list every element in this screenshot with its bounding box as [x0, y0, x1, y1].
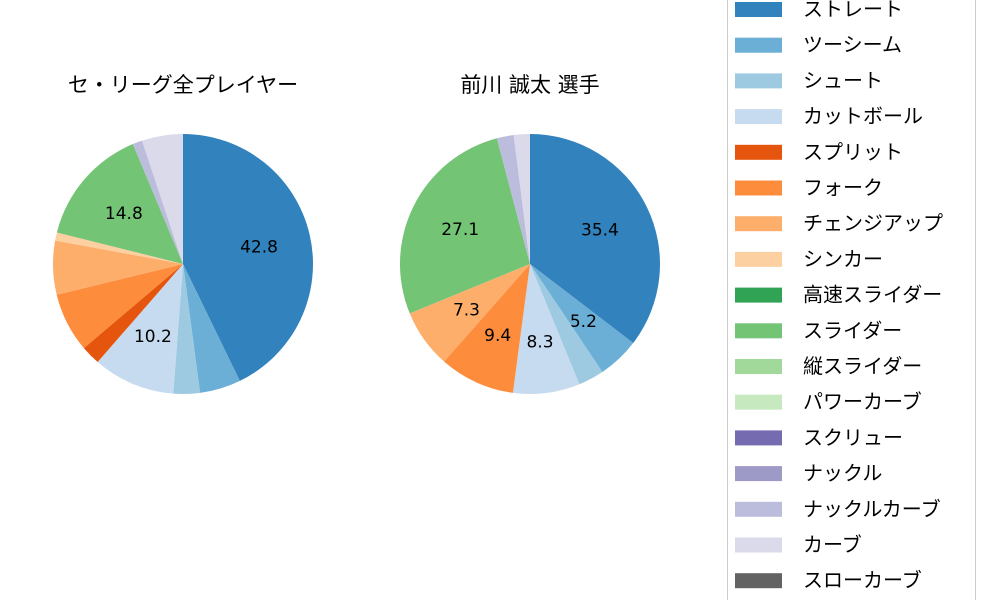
pie-title-1: 前川 誠太 選手 [460, 73, 599, 97]
legend-swatch [735, 466, 782, 482]
pie-slice [530, 264, 634, 372]
legend-label: シュート [803, 68, 883, 92]
legend-label: スローカーブ [803, 568, 922, 592]
legend-label: 縦スライダー [803, 354, 922, 378]
legend-label: スライダー [803, 318, 902, 342]
legend-label: シンカー [803, 247, 883, 271]
legend-swatch [735, 287, 782, 303]
legend: ストレートツーシームシュートカットボールスプリットフォークチェンジアップシンカー… [727, 0, 976, 600]
pie-slice [52, 240, 183, 295]
pie-slice [183, 134, 313, 381]
pie-slice [530, 134, 660, 344]
slice-label: 42.8 [240, 238, 278, 258]
legend-swatch [735, 180, 782, 196]
pie-slice [97, 264, 183, 394]
pie-slice [400, 138, 530, 314]
pie-slice [83, 264, 183, 363]
legend-swatch [735, 394, 782, 410]
pie-slice [142, 134, 183, 264]
legend-label: カットボール [803, 104, 923, 128]
legend-label: カーブ [803, 533, 862, 557]
legend-label: 高速スライダー [803, 283, 942, 307]
pie-slice [530, 264, 603, 385]
pie-slice [132, 140, 183, 264]
pie-slice [512, 264, 580, 394]
pie-slice [56, 144, 183, 264]
legend-label: スプリット [803, 140, 903, 164]
legend-swatch [735, 73, 782, 89]
legend-swatch [735, 323, 782, 339]
slice-label: 5.2 [570, 312, 597, 332]
pie-slice [444, 264, 530, 393]
legend-label: ストレート [803, 0, 903, 21]
legend-swatch [735, 501, 782, 517]
slice-label: 14.8 [105, 204, 143, 224]
legend-swatch [735, 537, 782, 553]
legend-label: ツーシーム [803, 33, 902, 57]
legend-label: ナックルカーブ [803, 497, 941, 521]
pie-slice [183, 264, 240, 393]
legend-swatch [735, 430, 782, 446]
pie-slice [56, 264, 183, 349]
pie-slice [55, 232, 183, 264]
legend-swatch [735, 251, 782, 267]
legend-swatch [735, 573, 782, 589]
legend-swatch [735, 359, 782, 374]
legend-label: フォーク [803, 176, 883, 200]
pie-slice [409, 264, 530, 362]
legend-swatch [735, 37, 782, 53]
legend-swatch [735, 2, 782, 17]
slice-label: 7.3 [453, 300, 480, 320]
legend-label: パワーカーブ [803, 390, 922, 414]
pie-slice [173, 264, 201, 394]
slice-label: 10.2 [134, 327, 172, 347]
legend-swatch [735, 109, 782, 125]
legend-swatch [735, 144, 782, 160]
pie-slice [513, 134, 530, 264]
legend-frame [727, 0, 976, 600]
legend-label: スクリュー [803, 425, 903, 449]
slice-label: 9.4 [484, 326, 511, 346]
slice-label: 27.1 [441, 220, 479, 240]
pie-title-0: セ・リーグ全プレイヤー [68, 73, 298, 97]
slice-label: 8.3 [526, 332, 553, 352]
legend-label: ナックル [803, 461, 882, 485]
slice-label: 35.4 [581, 220, 619, 240]
pie-slice [496, 135, 530, 264]
legend-swatch [735, 216, 782, 232]
legend-label: チェンジアップ [803, 211, 943, 235]
